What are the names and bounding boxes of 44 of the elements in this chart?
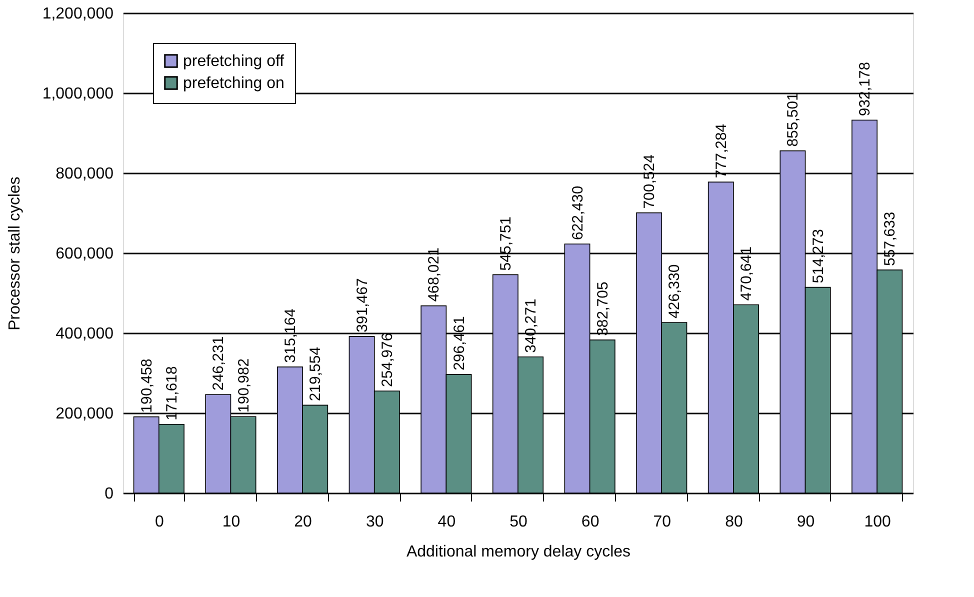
- x-tick-label: 40: [438, 514, 456, 530]
- data-label: 340,271: [522, 298, 540, 353]
- data-label: 382,705: [594, 282, 612, 336]
- x-tick-label: 10: [222, 514, 240, 530]
- y-tick-label: 1,200,000: [42, 6, 114, 22]
- data-label: 426,330: [666, 264, 684, 318]
- x-tick-label: 80: [725, 514, 743, 530]
- legend-label: prefetching off: [183, 53, 285, 70]
- data-label: 622,430: [569, 186, 586, 240]
- y-tick-label: 600,000: [56, 246, 114, 262]
- data-label: 190,982: [235, 358, 252, 413]
- data-label: 470,641: [738, 246, 756, 301]
- legend-label: prefetching on: [183, 75, 284, 92]
- data-label: 932,178: [856, 62, 874, 116]
- data-label: 855,501: [784, 92, 802, 147]
- y-tick-label: 1,000,000: [42, 86, 114, 102]
- x-tick-label: 30: [366, 514, 384, 530]
- y-tick-label: 200,000: [56, 406, 114, 422]
- data-label: 545,751: [497, 216, 514, 271]
- x-tick-label: 100: [864, 514, 892, 530]
- data-label: 296,461: [450, 316, 468, 370]
- data-label: 700,524: [641, 154, 658, 209]
- data-label: 254,976: [378, 332, 396, 388]
- data-label: 514,273: [810, 229, 827, 284]
- y-tick-label: 800,000: [56, 166, 114, 182]
- data-label: 190,458: [138, 358, 156, 413]
- data-label: 777,284: [712, 124, 730, 178]
- x-tick-label: 20: [294, 514, 312, 530]
- x-tick-label: 60: [581, 514, 600, 530]
- data-label: 468,021: [426, 248, 443, 302]
- y-axis-title: Processor stall cycles: [6, 176, 24, 330]
- data-label: 391,467: [354, 278, 371, 332]
- x-tick-label: 50: [510, 514, 528, 530]
- data-label: 246,231: [210, 336, 228, 391]
- y-tick-label: 0: [104, 486, 114, 502]
- data-label: 171,618: [163, 366, 180, 420]
- x-tick-label: 90: [796, 514, 815, 530]
- x-tick-label: 70: [653, 514, 672, 530]
- x-axis-title: Additional memory delay cycles: [406, 544, 631, 560]
- data-label: 315,164: [282, 308, 299, 363]
- y-tick-label: 400,000: [56, 326, 114, 342]
- data-label: 219,554: [307, 346, 324, 402]
- data-label: 557,633: [882, 212, 899, 266]
- x-tick-label: 0: [154, 514, 164, 530]
